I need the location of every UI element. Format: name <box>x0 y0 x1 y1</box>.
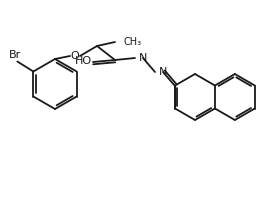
Text: HO: HO <box>74 56 92 66</box>
Text: N: N <box>139 53 147 63</box>
Text: CH₃: CH₃ <box>123 37 141 47</box>
Text: Br: Br <box>9 49 21 60</box>
Text: O: O <box>71 51 79 61</box>
Text: N: N <box>159 67 167 77</box>
